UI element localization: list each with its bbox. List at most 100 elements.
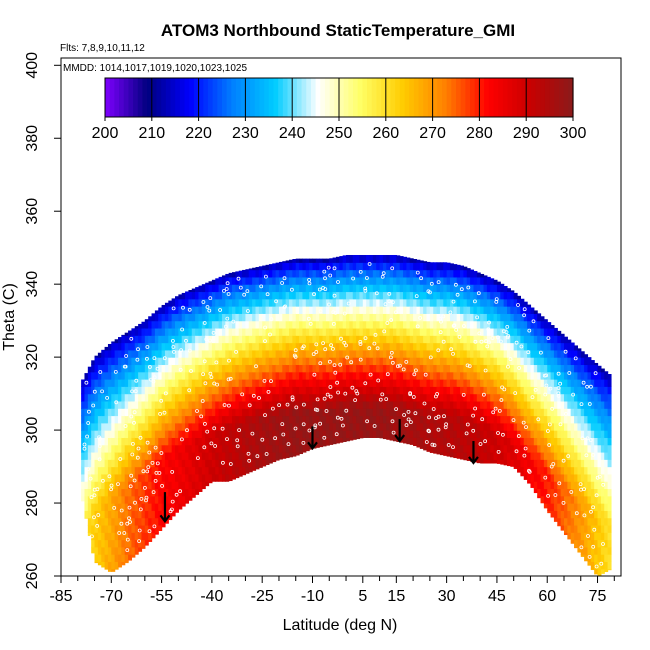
heatmap-cell — [389, 291, 394, 300]
heatmap-cell — [376, 400, 381, 409]
sample-point — [438, 330, 443, 335]
heatmap-cell — [91, 371, 96, 380]
heatmap-cell — [500, 320, 505, 329]
heatmap-cell — [292, 437, 297, 446]
heatmap-cell — [533, 393, 538, 402]
heatmap-cell — [520, 408, 525, 417]
heatmap-cell — [399, 306, 404, 314]
heatmap-cell — [366, 284, 371, 293]
sample-point — [277, 403, 282, 408]
heatmap-cell — [141, 393, 146, 402]
sample-point — [557, 481, 562, 486]
colorbar-segment — [320, 78, 326, 117]
heatmap-cell — [218, 357, 223, 366]
heatmap-cell — [560, 503, 565, 511]
heatmap-cell — [141, 466, 146, 475]
heatmap-cell — [319, 258, 324, 263]
heatmap-cell — [523, 342, 528, 351]
sample-point — [153, 478, 158, 483]
sample-point — [222, 288, 226, 293]
heatmap-cell — [242, 349, 247, 358]
heatmap-cell — [305, 393, 310, 402]
colorbar-segment — [114, 78, 120, 117]
heatmap-cell — [124, 459, 129, 468]
heatmap-cell — [305, 269, 310, 278]
heatmap-cell — [503, 371, 508, 380]
heatmap-cell — [570, 437, 575, 446]
sample-point — [587, 402, 592, 406]
sample-point — [530, 395, 535, 400]
heatmap-cell — [533, 437, 538, 446]
heatmap-cell — [171, 437, 176, 446]
heatmap-cell — [215, 278, 220, 285]
heatmap-cell — [81, 495, 86, 502]
heatmap-cell — [362, 400, 367, 409]
heatmap-cell — [121, 415, 126, 424]
heatmap-cell — [409, 379, 414, 387]
heatmap-cell — [376, 320, 381, 329]
heatmap-cell — [148, 316, 153, 322]
heatmap-cell — [523, 466, 528, 475]
heatmap-cell — [248, 357, 253, 366]
heatmap-cell — [527, 430, 532, 438]
heatmap-cell — [252, 335, 257, 344]
heatmap-cell — [369, 400, 374, 409]
heatmap-cell — [282, 261, 287, 263]
heatmap-cell — [594, 495, 599, 504]
heatmap-cell — [211, 437, 216, 446]
heatmap-cell — [94, 503, 99, 511]
heatmap-cell — [138, 473, 143, 482]
heatmap-cell — [322, 408, 327, 417]
heatmap-cell — [258, 437, 263, 446]
heatmap-cell — [97, 379, 102, 387]
sample-point — [179, 437, 184, 442]
sample-point — [308, 321, 313, 326]
heatmap-cell — [416, 444, 421, 448]
heatmap-cell — [349, 379, 354, 387]
heatmap-cell — [567, 430, 572, 438]
sample-point — [127, 505, 132, 510]
heatmap-cell — [265, 327, 270, 336]
sample-point — [213, 444, 218, 448]
heatmap-cell — [211, 298, 216, 307]
heatmap-cell — [436, 393, 441, 402]
heatmap-cell — [282, 408, 287, 417]
heatmap-cell — [540, 408, 545, 417]
heatmap-cell — [543, 422, 548, 431]
heatmap-cell — [533, 379, 538, 387]
heatmap-cell — [386, 342, 391, 351]
heatmap-cell — [470, 386, 475, 395]
heatmap-cell — [154, 357, 159, 366]
heatmap-cell — [134, 488, 139, 497]
heatmap-cell — [94, 355, 99, 358]
sample-point — [138, 435, 143, 440]
sample-point — [145, 469, 150, 474]
heatmap-cell — [500, 313, 505, 322]
heatmap-cell — [339, 306, 344, 314]
heatmap-cell — [359, 327, 364, 336]
heatmap-cell — [161, 364, 166, 373]
heatmap-cell — [419, 276, 424, 285]
heatmap-cell — [114, 539, 119, 548]
heatmap-cell — [483, 459, 488, 464]
heatmap-cell — [567, 466, 572, 475]
heatmap-cell — [195, 349, 200, 358]
heatmap-cell — [356, 335, 361, 344]
heatmap-cell — [399, 327, 404, 336]
heatmap-cell — [396, 400, 401, 409]
heatmap-cell — [567, 532, 572, 540]
heatmap-cell — [232, 284, 236, 293]
heatmap-cell — [171, 444, 176, 453]
heatmap-cell — [144, 364, 149, 373]
heatmap-cell — [141, 503, 146, 511]
heatmap-cell — [255, 415, 260, 424]
heatmap-cell — [466, 430, 471, 438]
heatmap-cell — [369, 415, 374, 424]
heatmap-cell — [131, 481, 136, 490]
heatmap-cell — [164, 393, 169, 402]
heatmap-cell — [124, 393, 129, 402]
heatmap-cell — [553, 327, 558, 336]
heatmap-cell — [483, 422, 488, 431]
heatmap-cell — [131, 335, 136, 344]
heatmap-cell — [574, 444, 578, 453]
